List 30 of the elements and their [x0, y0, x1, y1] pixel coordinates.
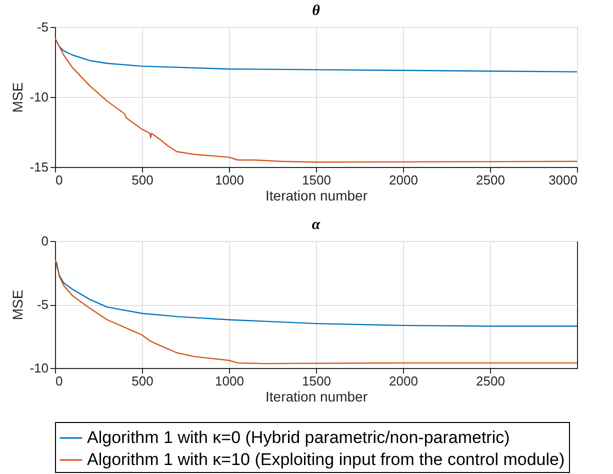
- x-tick-label: 2000: [389, 172, 418, 188]
- x-tick-label: 1500: [302, 172, 331, 188]
- y-tick-label: -10: [30, 360, 48, 376]
- y-tick-label: -5: [36, 20, 48, 34]
- legend-label: Algorithm 1 with κ=10 (Exploiting input from the control module): [87, 450, 565, 469]
- y-tick-label: -15: [30, 160, 48, 174]
- chart-title: α: [312, 217, 321, 233]
- x-tick-label: 1000: [215, 172, 244, 188]
- x-tick-label: 1500: [302, 374, 331, 388]
- x-axis-title: Iteration number: [266, 188, 368, 204]
- y-tick-label: -10: [30, 90, 48, 104]
- chart-title: θ: [312, 3, 320, 19]
- x-tick-label: 0: [56, 374, 63, 388]
- x-tick-label: 500: [132, 172, 154, 188]
- x-tick-label: 0: [56, 172, 63, 188]
- line-series: [55, 259, 577, 364]
- line-series: [55, 38, 577, 163]
- y-axis-title: MSE: [10, 290, 26, 320]
- x-tick-label: 2000: [389, 374, 418, 388]
- x-tick-label: 2500: [476, 374, 505, 388]
- x-axis-title: Iteration number: [266, 388, 368, 404]
- y-tick-label: -5: [36, 297, 48, 312]
- y-axis-title: MSE: [10, 82, 26, 113]
- x-tick-label: 2500: [476, 172, 505, 188]
- legend-label: Algorithm 1 with κ=0 (Hybrid parametric/non-parametric): [87, 428, 510, 447]
- x-tick-label: 3000: [548, 172, 578, 188]
- y-tick-label: 0: [41, 234, 48, 248]
- x-tick-label: 500: [132, 374, 154, 388]
- x-tick-label: 1000: [215, 374, 244, 388]
- line-series: [55, 259, 577, 327]
